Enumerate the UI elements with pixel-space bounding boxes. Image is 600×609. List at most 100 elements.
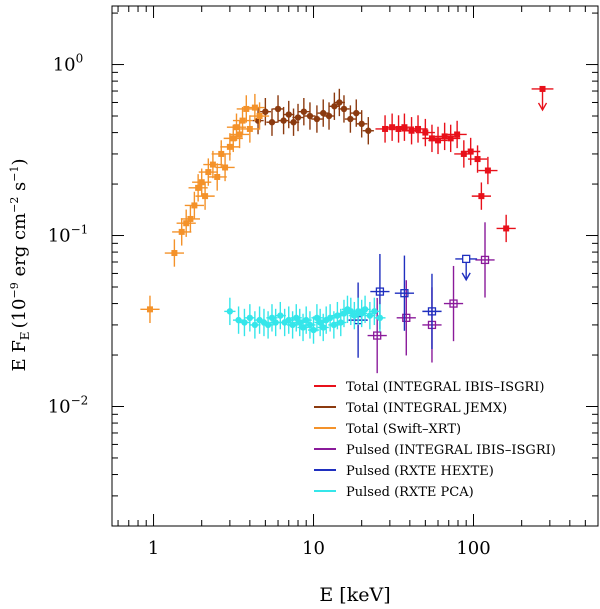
data-point	[422, 273, 442, 349]
marker	[382, 125, 389, 132]
marker	[243, 105, 250, 112]
data-point	[283, 100, 295, 129]
marker	[274, 105, 282, 113]
marker	[310, 326, 317, 334]
legend-item: Pulsed (RXTE HEXTE)	[314, 464, 494, 479]
series-1	[252, 88, 374, 145]
marker	[400, 289, 409, 298]
y-axis-label: E FE(10−9 erg cm−2 s−1)	[8, 158, 32, 371]
marker	[402, 313, 411, 322]
marker	[218, 150, 225, 157]
data-point	[287, 311, 299, 339]
marker	[222, 164, 229, 171]
marker	[478, 193, 485, 200]
tick-labels: 1 10 100 100 10−1 10−2	[48, 52, 491, 559]
legend-item: Total (Swift–XRT)	[314, 422, 461, 437]
data-point	[364, 301, 376, 330]
marker	[316, 319, 324, 326]
marker	[239, 117, 246, 124]
data-point	[317, 99, 329, 127]
marker	[277, 312, 284, 319]
marker	[484, 167, 491, 174]
marker	[428, 135, 435, 142]
marker	[171, 250, 178, 257]
marker	[183, 220, 190, 227]
marker	[256, 113, 263, 120]
marker	[474, 156, 481, 163]
marker	[280, 117, 287, 124]
legend-label: Pulsed (RXTE PCA)	[346, 485, 474, 500]
marker	[306, 112, 314, 120]
data-point	[215, 153, 235, 182]
marker	[209, 161, 216, 168]
marker	[340, 105, 348, 113]
data-point	[272, 95, 284, 123]
series-3	[367, 222, 495, 374]
data-point	[283, 306, 295, 334]
marker	[435, 137, 442, 144]
plot-frame	[111, 5, 599, 527]
marker	[325, 112, 333, 120]
legend-item: Pulsed (INTEGRAL IBIS–ISGRI)	[314, 443, 556, 458]
marker	[178, 228, 185, 235]
data-point	[277, 106, 290, 135]
marker	[467, 148, 474, 155]
data-point	[345, 297, 357, 326]
marker	[365, 127, 372, 134]
data-point	[229, 120, 250, 149]
data-point	[249, 311, 261, 339]
series-0	[375, 85, 554, 243]
marker	[293, 314, 300, 322]
marker	[376, 314, 384, 322]
data-point	[328, 92, 340, 120]
upper-limit-arrow	[461, 272, 471, 282]
y-tick-label: 10−2	[48, 393, 89, 417]
data-point	[475, 222, 495, 298]
marker	[241, 319, 248, 326]
data-point	[195, 182, 215, 210]
legend-label: Pulsed (INTEGRAL IBIS–ISGRI)	[346, 443, 556, 458]
data-point	[244, 304, 256, 332]
marker	[236, 131, 243, 138]
data-point	[176, 209, 196, 237]
marker	[272, 319, 279, 326]
marker	[313, 115, 321, 123]
legend-label: Total (INTEGRAL JEMX)	[346, 401, 507, 416]
marker	[331, 103, 338, 110]
marker	[427, 307, 437, 316]
data-point	[467, 145, 488, 173]
marker	[202, 193, 209, 200]
marker	[251, 321, 259, 329]
data-point	[249, 102, 270, 130]
data-point	[304, 102, 316, 130]
marker	[375, 287, 385, 296]
marker	[268, 314, 276, 322]
data-point	[447, 120, 467, 149]
marker	[303, 316, 310, 324]
upper-limit	[531, 85, 554, 112]
marker	[233, 124, 240, 131]
y-tick-label: 10−1	[48, 223, 89, 247]
marker	[441, 133, 448, 140]
data-point	[394, 113, 415, 141]
marker	[330, 321, 338, 329]
data-point	[478, 156, 498, 185]
marker	[449, 299, 458, 308]
marker	[246, 314, 254, 322]
data-point	[317, 313, 329, 342]
marker	[389, 124, 396, 131]
legend-item: Total (INTEGRAL IBIS–ISGRI)	[314, 380, 544, 395]
marker	[401, 124, 408, 131]
marker	[347, 308, 354, 315]
marker	[371, 308, 378, 315]
marker	[198, 179, 205, 186]
x-tick-label: 10	[302, 538, 325, 559]
marker	[447, 135, 454, 142]
legend: Total (INTEGRAL IBIS–ISGRI) Total (INTEGR…	[314, 380, 556, 500]
data-point	[164, 239, 184, 267]
marker	[358, 120, 365, 128]
legend-item: Total (INTEGRAL JEMX)	[314, 401, 507, 416]
marker	[268, 119, 276, 126]
marker	[290, 119, 297, 126]
marker	[226, 143, 233, 150]
